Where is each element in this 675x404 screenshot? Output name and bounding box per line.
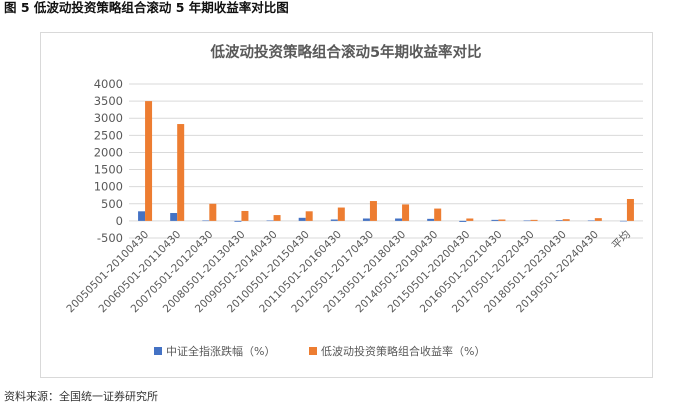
y-axis-ticks: -500 0 500 1000 1500 2000 2500 3000 3500 4000 xyxy=(94,77,123,245)
y-tick-label: 1500 xyxy=(94,163,123,177)
bar-series-a xyxy=(523,220,531,222)
legend-label-series-a: 中证全指涨跌幅（%） xyxy=(166,344,275,358)
bar-series-b xyxy=(562,219,570,221)
y-tick-label: 2500 xyxy=(94,128,123,142)
bar-series-b xyxy=(434,208,442,221)
bar-series-a xyxy=(491,219,499,221)
x-tick-label: 平均 xyxy=(610,229,633,252)
bar-series-a xyxy=(459,220,467,222)
bar-chart: 低波动投资策略组合滚动5年期收益率对比 -500 0 500 1000 1500 2000… xyxy=(64,43,643,358)
source-note: 资料来源：全国统一证券研究所 xyxy=(4,390,158,403)
bar-series-a xyxy=(266,220,274,222)
bar-series-b xyxy=(594,218,602,221)
y-tick-label: 3000 xyxy=(94,111,123,125)
y-tick-label: 0 xyxy=(116,214,123,228)
y-tick-label: 3500 xyxy=(94,94,123,108)
bar-series-a xyxy=(202,220,210,222)
bar-series-b xyxy=(305,211,313,221)
legend-label-series-b: 低波动投资策略组合收益率（%） xyxy=(321,344,485,358)
bar-series-a xyxy=(555,220,563,221)
bar-series-a xyxy=(362,218,370,221)
chart-title: 低波动投资策略组合滚动5年期收益率对比 xyxy=(209,43,481,61)
bar-series-b xyxy=(626,198,634,221)
bar-series-b xyxy=(177,124,185,221)
y-tick-label: 1000 xyxy=(94,180,123,194)
bar-series-a xyxy=(427,218,435,221)
bar-series-a xyxy=(587,220,595,222)
bar-series-b xyxy=(498,219,506,221)
bar-series-a xyxy=(395,218,403,221)
gridlines xyxy=(129,83,643,239)
bar-series-a xyxy=(298,217,306,221)
bars xyxy=(138,101,634,222)
bar-series-a xyxy=(619,220,627,222)
y-tick-label: -500 xyxy=(97,231,123,245)
figure-caption: 图 5 低波动投资策略组合滚动 5 年期收益率对比图 xyxy=(4,0,289,15)
legend: 中证全指涨跌幅（%） 低波动投资策略组合收益率（%） xyxy=(154,344,485,358)
chart-container: 低波动投资策略组合滚动5年期收益率对比 -500 0 500 1000 1500 2000… xyxy=(40,32,653,378)
bar-series-b xyxy=(402,204,410,221)
y-tick-label: 4000 xyxy=(94,77,123,91)
x-axis-ticks: 20050501-2010043020060501-20110430200705… xyxy=(64,229,633,316)
bar-series-a xyxy=(330,219,338,221)
bar-series-b xyxy=(209,203,217,221)
y-tick-label: 2000 xyxy=(94,145,123,159)
bar-series-a xyxy=(234,220,242,222)
bar-series-b xyxy=(145,101,153,221)
legend-swatch-series-b xyxy=(309,347,317,355)
bar-series-b xyxy=(337,207,345,221)
bar-series-b xyxy=(273,215,281,221)
bar-series-b xyxy=(369,201,377,221)
bar-series-a xyxy=(170,213,178,221)
legend-swatch-series-a xyxy=(154,347,162,355)
bar-series-b xyxy=(466,218,474,221)
bar-series-b xyxy=(241,210,249,221)
y-tick-label: 500 xyxy=(101,197,123,211)
bar-series-a xyxy=(138,211,146,221)
bar-series-b xyxy=(530,219,538,221)
